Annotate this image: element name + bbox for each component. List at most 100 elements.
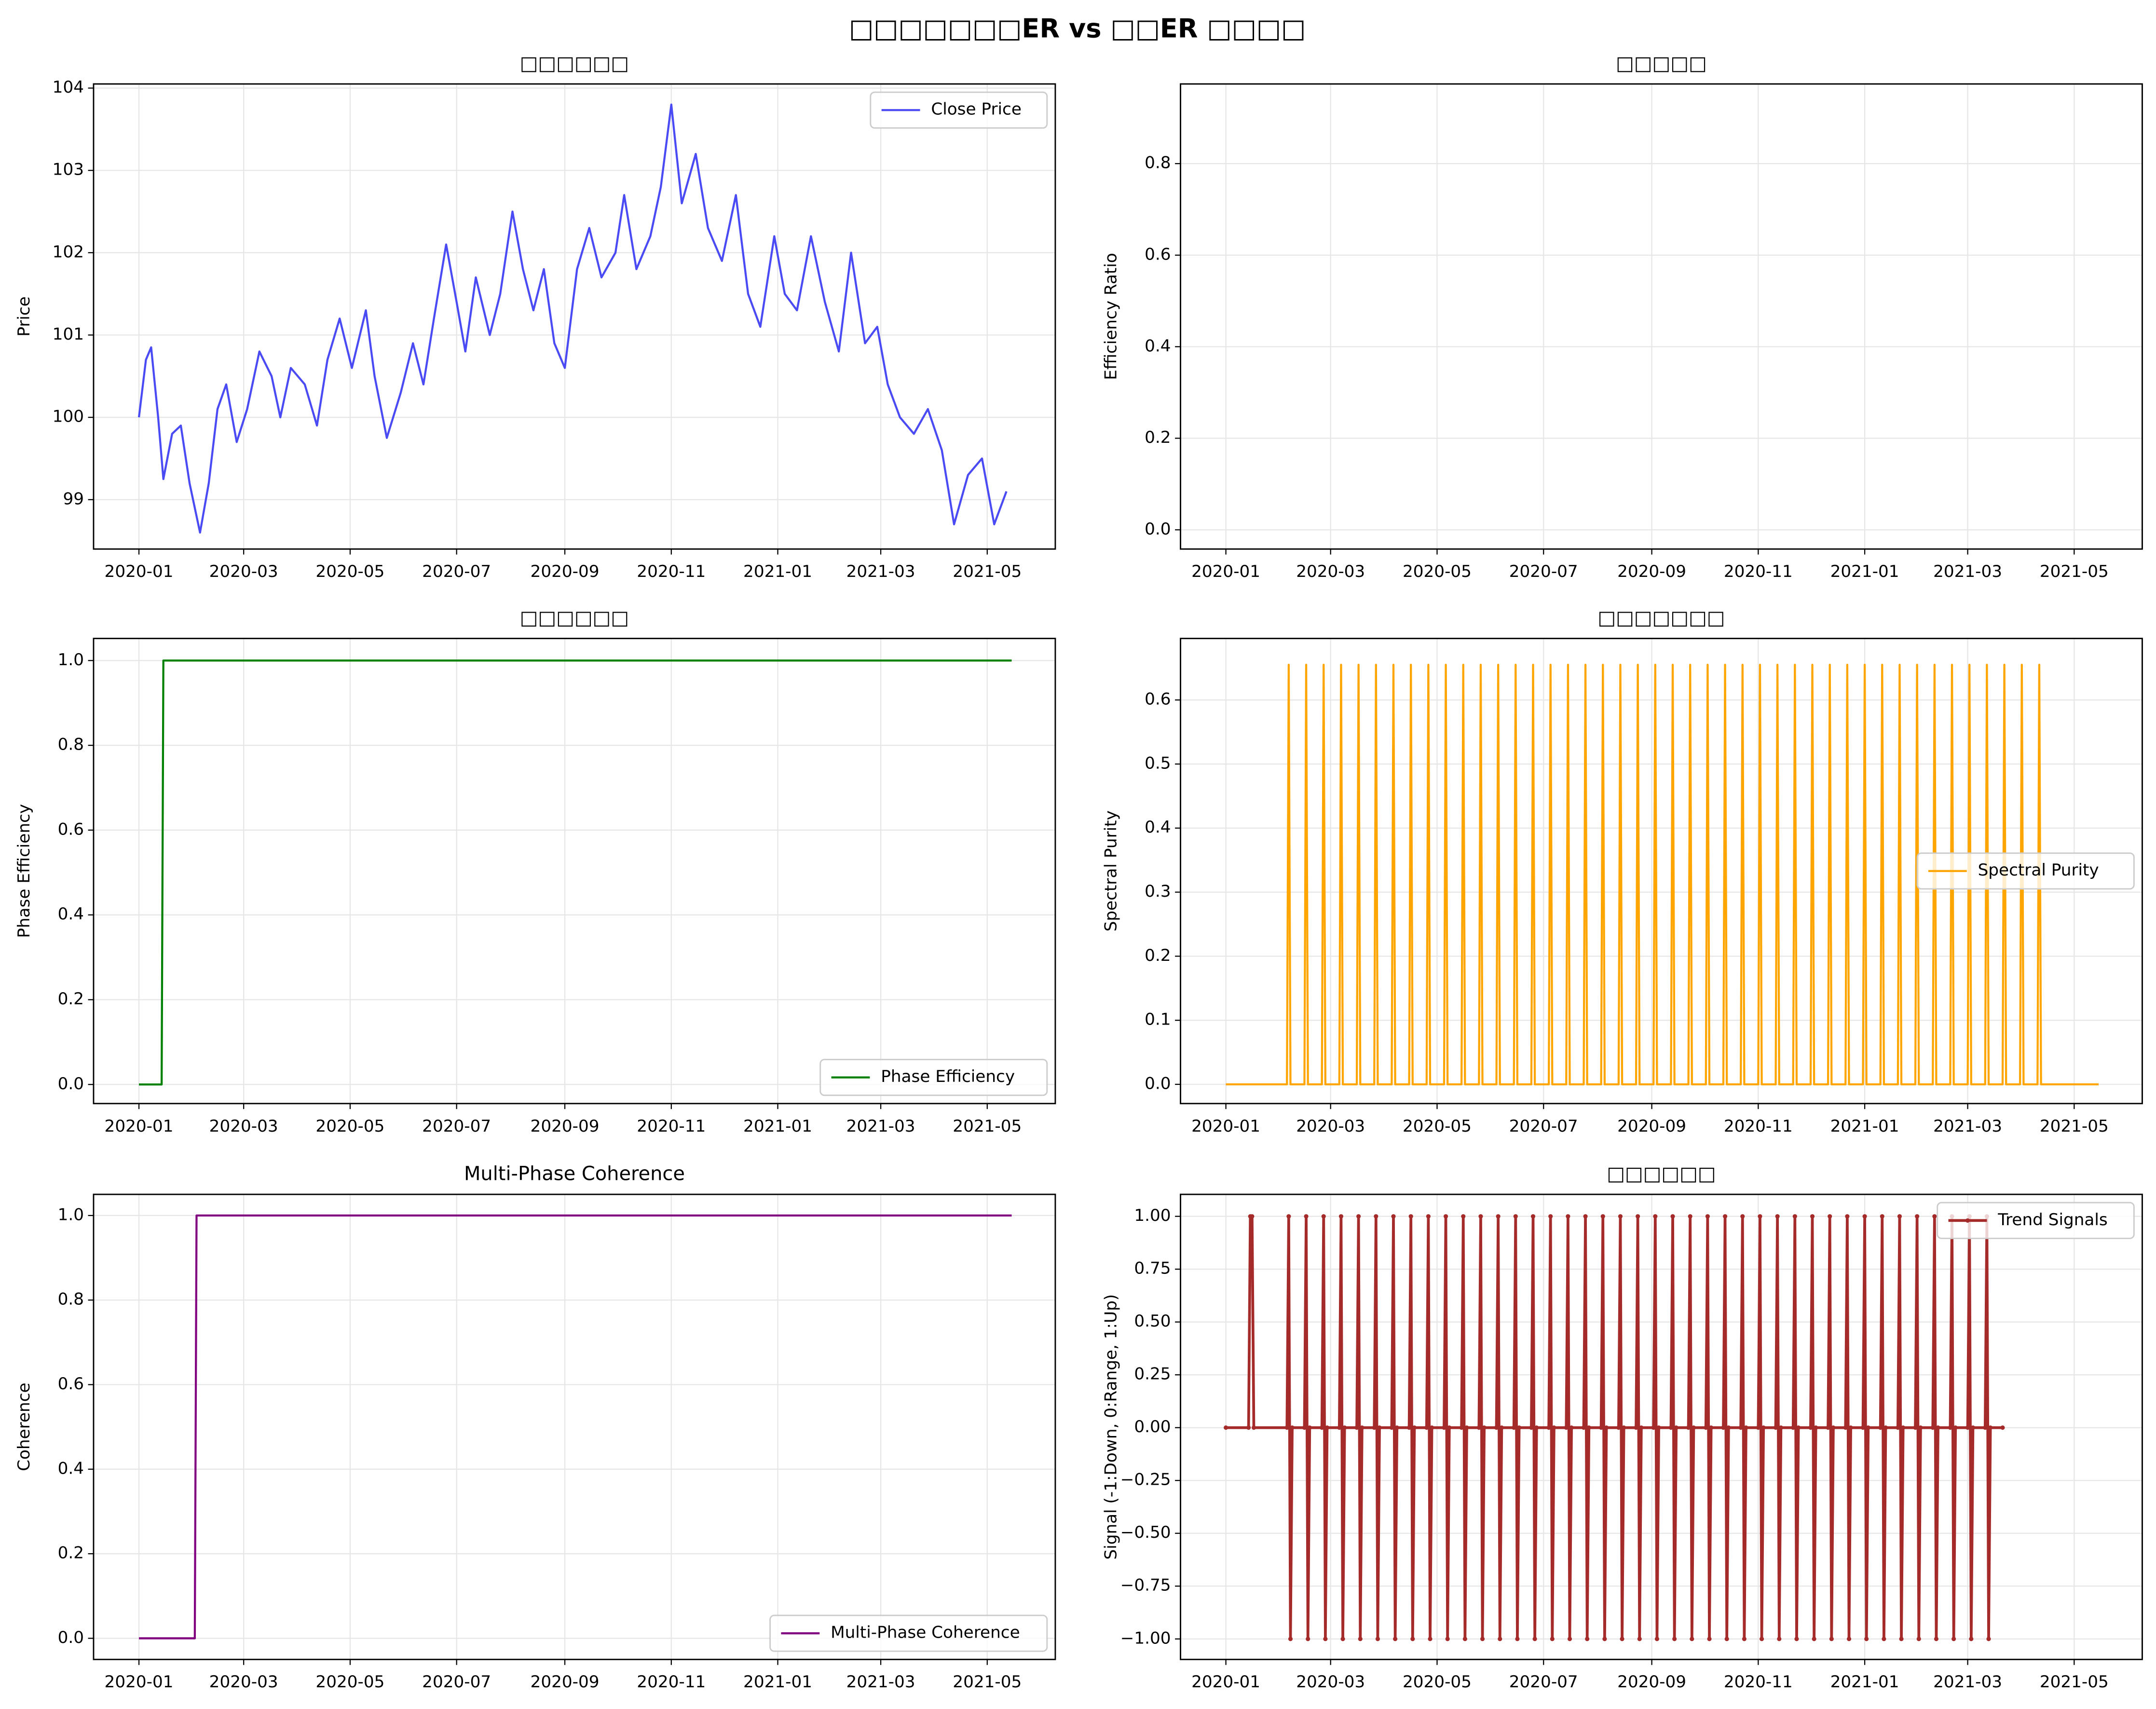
y-tick-label: 0.2	[58, 1544, 84, 1563]
x-tick-label: 2020-05	[1403, 562, 1472, 581]
data-point	[1953, 1425, 1958, 1430]
data-point	[1864, 1637, 1869, 1641]
data-point	[1986, 1637, 1991, 1641]
data-point	[1428, 1637, 1433, 1641]
data-point	[1826, 1425, 1830, 1430]
y-axis-label: Spectral Purity	[1101, 810, 1120, 931]
y-tick-label: 0.4	[58, 904, 84, 924]
x-tick-label: 2020-03	[1296, 562, 1365, 581]
x-tick-label: 2021-05	[2040, 1672, 2109, 1692]
data-point	[1407, 1425, 1412, 1430]
y-tick-label: 0.4	[58, 1459, 84, 1478]
y-tick-label: 0.6	[1145, 690, 1171, 709]
data-point	[1569, 1425, 1574, 1430]
data-point	[1744, 1425, 1748, 1430]
data-point	[1951, 1637, 1956, 1641]
legend-label: Close Price	[931, 100, 1022, 119]
x-tick-label: 2021-03	[846, 562, 915, 581]
data-point	[1512, 1425, 1516, 1430]
data-point	[1546, 1425, 1551, 1430]
data-point	[1447, 1425, 1452, 1430]
data-point	[1375, 1637, 1380, 1641]
data-point	[1324, 1425, 1330, 1430]
data-point	[1654, 1637, 1660, 1641]
y-tick-label: 0.0	[58, 1074, 84, 1094]
data-point	[1354, 1425, 1359, 1430]
data-point	[1251, 1425, 1256, 1430]
x-tick-label: 2020-07	[422, 1672, 491, 1692]
data-point	[1548, 1214, 1553, 1219]
data-point	[1777, 1637, 1782, 1641]
data-point	[1320, 1425, 1324, 1430]
data-line	[139, 1214, 1012, 1640]
data-point	[1307, 1425, 1312, 1430]
data-point	[1338, 1214, 1344, 1219]
subplot-title: □□□□□	[1616, 53, 1707, 75]
x-tick-label: 2020-05	[315, 1672, 384, 1692]
data-point	[1340, 1637, 1345, 1641]
data-point	[1360, 1425, 1365, 1430]
data-point	[1742, 1637, 1747, 1641]
data-point	[1810, 1214, 1815, 1219]
data-point	[1965, 1425, 1970, 1430]
y-tick-label: 0.75	[1134, 1259, 1171, 1278]
data-point	[1936, 1425, 1940, 1430]
data-point	[1459, 1425, 1464, 1430]
data-point	[1356, 1214, 1361, 1219]
y-axis-label: Price	[14, 296, 34, 336]
x-tick-label: 2021-01	[743, 1672, 812, 1692]
data-point	[1377, 1425, 1382, 1430]
data-point	[2000, 1425, 2005, 1430]
y-tick-label: 0.50	[1134, 1312, 1171, 1331]
data-point	[1412, 1425, 1417, 1430]
data-point	[1969, 1637, 1974, 1641]
data-point	[1970, 1425, 1976, 1430]
y-tick-label: 1.0	[58, 1205, 84, 1224]
x-tick-label: 2020-05	[315, 562, 384, 581]
y-tick-label: −1.00	[1120, 1628, 1171, 1648]
data-point	[1482, 1425, 1487, 1430]
axes-frame	[93, 83, 1056, 550]
y-axis-label: Phase Efficiency	[14, 804, 34, 938]
data-point	[1983, 1425, 1988, 1430]
data-point	[1773, 1425, 1778, 1430]
data-point	[1622, 1425, 1626, 1430]
x-tick-label: 2020-09	[1617, 1117, 1686, 1136]
y-tick-label: 0.3	[1145, 882, 1171, 901]
data-point	[1636, 1214, 1640, 1219]
data-point	[1494, 1425, 1499, 1430]
x-tick-label: 2020-01	[105, 1117, 174, 1136]
data-point	[1899, 1637, 1904, 1641]
x-tick-label: 2021-01	[743, 1117, 812, 1136]
y-tick-label: 0.2	[58, 989, 84, 1009]
x-tick-label: 2021-03	[1933, 1117, 2002, 1136]
x-tick-label: 2021-05	[2040, 1117, 2109, 1136]
x-tick-label: 2020-01	[105, 562, 174, 581]
data-point	[1896, 1425, 1900, 1430]
data-point	[1389, 1425, 1394, 1430]
data-point	[1515, 1637, 1520, 1641]
data-point	[1600, 1214, 1605, 1219]
y-axis-label: Efficiency Ratio	[1101, 253, 1120, 380]
data-point	[1670, 1214, 1675, 1219]
data-point	[1302, 1425, 1307, 1430]
data-point	[1843, 1425, 1848, 1430]
data-point	[1430, 1425, 1434, 1430]
legend-label: Trend Signals	[1997, 1210, 2107, 1230]
data-point	[1550, 1637, 1555, 1641]
data-point	[1913, 1425, 1918, 1430]
data-point	[1740, 1214, 1745, 1219]
data-point	[1224, 1425, 1228, 1430]
data-point	[1672, 1637, 1677, 1641]
axes-frame	[93, 1193, 1056, 1660]
data-point	[1934, 1637, 1939, 1641]
data-point	[1604, 1425, 1609, 1430]
data-point	[1337, 1425, 1342, 1430]
y-tick-label: 99	[63, 489, 84, 508]
data-point	[1814, 1425, 1818, 1430]
data-point	[1775, 1214, 1780, 1219]
data-point	[1704, 1425, 1708, 1430]
data-point	[1637, 1637, 1642, 1641]
data-point	[1668, 1425, 1673, 1430]
